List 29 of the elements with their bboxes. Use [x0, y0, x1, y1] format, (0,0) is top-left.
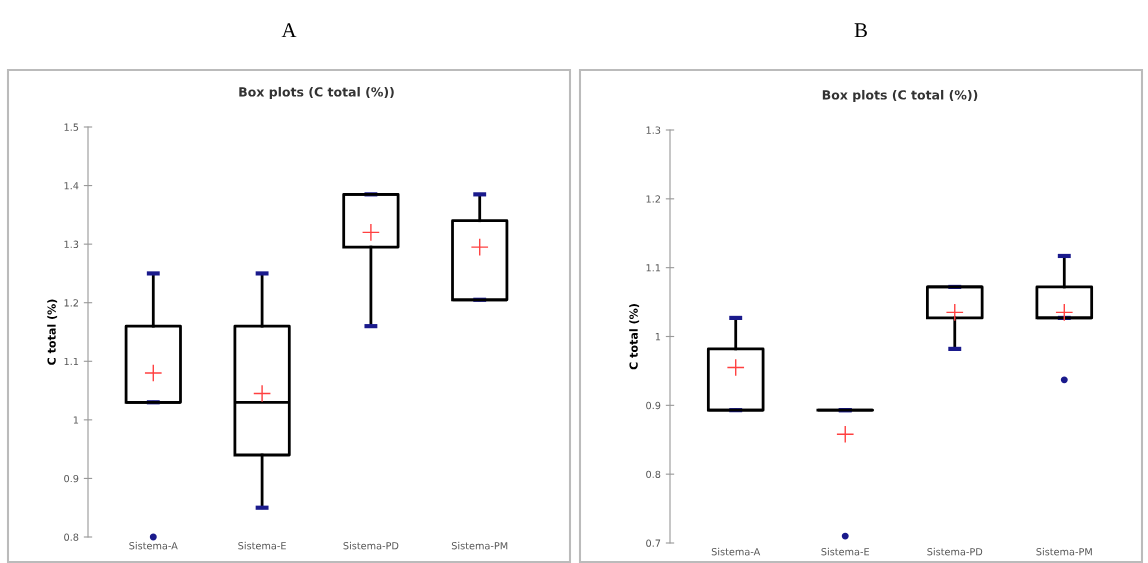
y-tick-label: 1 [73, 416, 79, 424]
y-tick-label: 0.8 [64, 533, 79, 541]
text: A [281, 23, 297, 38]
x-tick-label: Sistema-E [821, 547, 870, 556]
x-tick-label: Sistema-PD [343, 541, 399, 550]
y-axis-title: C total (%) [629, 304, 640, 370]
y-tick-label: 1 [655, 333, 661, 341]
x-tick-label: Sistema-PM [451, 541, 508, 550]
y-tick-label: 0.8 [646, 470, 661, 478]
chart-title: Box plots (C total (%)) [822, 89, 978, 103]
y-tick-label: 0.9 [64, 474, 79, 483]
x-tick-label: Sistema-PM [1036, 547, 1092, 556]
y-tick-label: 1.3 [64, 240, 79, 248]
y-tick-label: 0.9 [646, 401, 661, 410]
y-tick-label: 1.3 [646, 126, 661, 134]
y-tick-label: 0.7 [646, 539, 661, 547]
chart-title: Box plots (C total (%)) [239, 86, 394, 100]
x-tick-label: Sistema-A [711, 547, 761, 556]
y-tick-label: 1.5 [64, 123, 79, 131]
x-tick-label: Sistema-PD [927, 547, 983, 556]
x-tick-label: Sistema-A [129, 541, 178, 550]
y-tick-label: 1.2 [646, 195, 660, 203]
x-tick-label: Sistema-E [238, 541, 286, 550]
text: B [854, 23, 867, 38]
y-tick-label: 1.4 [64, 182, 79, 190]
y-tick-label: 1.2 [64, 299, 78, 307]
y-tick-label: 1.1 [646, 264, 661, 272]
y-axis-title: C total (%) [47, 299, 58, 365]
y-tick-label: 1.1 [64, 357, 79, 365]
